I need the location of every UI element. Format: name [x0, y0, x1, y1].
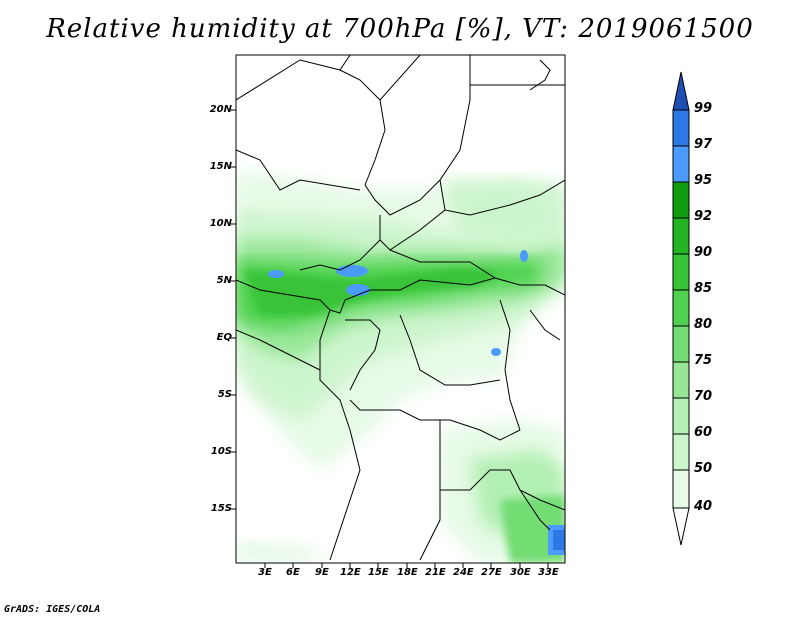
colorbar-label: 85	[694, 281, 713, 296]
lon-label: 21E	[425, 567, 446, 578]
lon-label: 30E	[510, 567, 531, 578]
colorbar-label: 97	[694, 137, 713, 152]
credit-text: GrADS: IGES/COLA	[4, 604, 101, 615]
lon-label: 12E	[340, 567, 361, 578]
colorbar-label: 80	[694, 317, 713, 332]
lat-label: 5N	[216, 275, 232, 286]
colorbar-label: 92	[694, 209, 713, 224]
colorbar-bottom-arrow	[672, 507, 690, 546]
lat-label: 15N	[209, 161, 232, 172]
country-borders	[236, 55, 565, 561]
lat-label: 15S	[210, 503, 232, 514]
lon-label: 9E	[315, 567, 329, 578]
lon-label: 24E	[453, 567, 474, 578]
lon-ticks	[264, 563, 549, 568]
colorbar-label: 90	[694, 245, 713, 260]
colorbar-label: 75	[694, 353, 713, 368]
lat-label: 5S	[217, 389, 232, 400]
lon-label: 33E	[538, 567, 559, 578]
lat-label: 10S	[210, 446, 232, 457]
lon-label: 15E	[368, 567, 389, 578]
colorbar-label: 60	[694, 425, 713, 440]
colorbar	[672, 71, 690, 546]
lat-label: 10N	[209, 218, 232, 229]
lat-label: EQ	[216, 332, 232, 343]
colorbar-label: 40	[694, 499, 713, 514]
colorbar-top-arrow	[672, 71, 690, 111]
lon-label: 3E	[258, 567, 272, 578]
chart-title: Relative humidity at 700hPa [%], VT: 201…	[46, 14, 754, 44]
humidity-field	[236, 55, 565, 563]
colorbar-label: 95	[694, 173, 713, 188]
colorbar-label: 70	[694, 389, 713, 404]
lon-label: 18E	[397, 567, 418, 578]
lat-label: 20N	[209, 104, 232, 115]
lon-label: 6E	[286, 567, 300, 578]
colorbar-label: 99	[694, 101, 713, 116]
map-frame	[235, 54, 566, 564]
lon-label: 27E	[481, 567, 502, 578]
lat-ticks	[231, 109, 236, 510]
colorbar-label: 50	[694, 461, 713, 476]
